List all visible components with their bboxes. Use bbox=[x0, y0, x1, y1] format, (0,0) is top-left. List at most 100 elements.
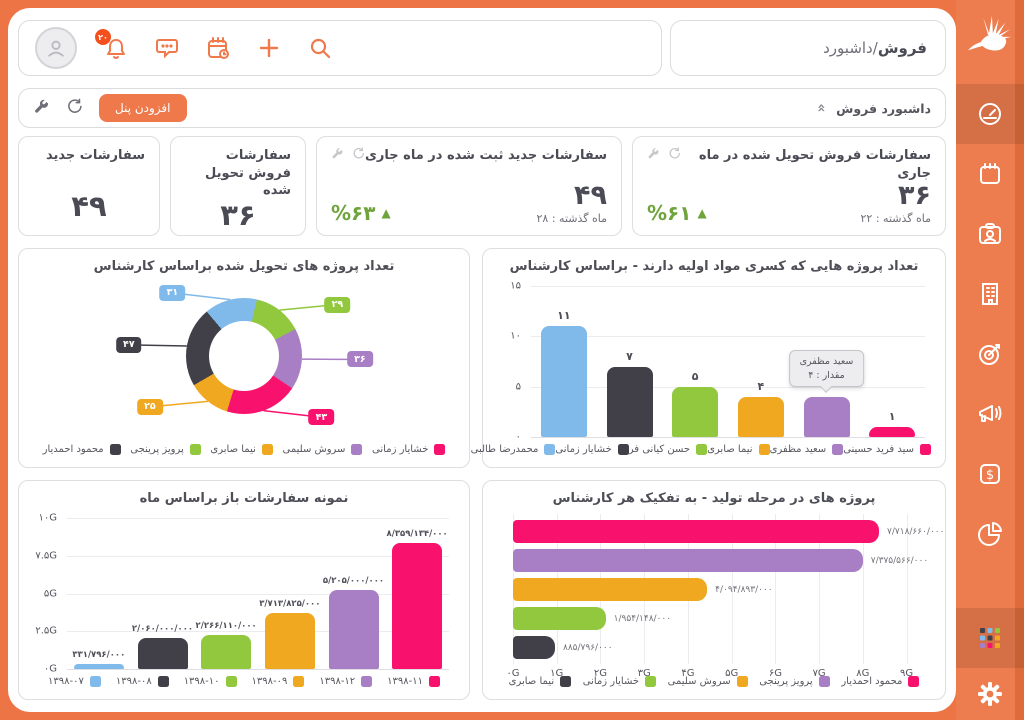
bar-4[interactable] bbox=[513, 607, 606, 630]
y-axis-labels: ۱۰G ۷.۵G ۵G ۲.۵G ۰G bbox=[33, 513, 63, 675]
up-triangle-icon: ▲ bbox=[697, 206, 707, 221]
sidebar-item-dashboard[interactable] bbox=[956, 84, 1024, 144]
bar-6[interactable] bbox=[392, 542, 443, 669]
y-tick-label: ۱۵ bbox=[510, 280, 521, 292]
add-panel-button[interactable]: افزودن پنل bbox=[99, 94, 187, 122]
sidebar-item-targets[interactable] bbox=[956, 324, 1024, 384]
legend-swatch bbox=[645, 675, 657, 687]
apps-grid-icon bbox=[980, 628, 1000, 648]
legend-item[interactable]: نیما صابری bbox=[509, 675, 572, 687]
bar-1[interactable] bbox=[73, 664, 124, 669]
refresh-icon[interactable] bbox=[66, 98, 83, 119]
add-icon[interactable] bbox=[257, 36, 281, 60]
bar-3[interactable] bbox=[672, 386, 719, 437]
sidebar-item-settings[interactable] bbox=[956, 668, 1024, 720]
legend-item[interactable]: خشایار زمانی bbox=[372, 443, 446, 455]
legend-item[interactable]: ۱۳۹۸-۱۲ bbox=[319, 675, 373, 687]
notifications-bell-icon[interactable]: ۲۰ bbox=[95, 29, 128, 60]
search-icon[interactable] bbox=[308, 36, 332, 60]
bar-1[interactable] bbox=[513, 520, 880, 543]
legend-swatch bbox=[157, 675, 169, 687]
bar-3[interactable] bbox=[201, 634, 252, 669]
legend-item[interactable]: حسن کیانی فر bbox=[629, 443, 708, 455]
legend-item[interactable]: ۱۳۹۸-۰۸ bbox=[116, 675, 169, 687]
contacts-card-icon bbox=[979, 223, 1001, 244]
sidebar-item-company[interactable] bbox=[956, 264, 1024, 324]
y-tick-label: ۱۰G bbox=[38, 512, 58, 524]
donut-value-badge[interactable]: ۳۱ bbox=[159, 284, 186, 301]
donut-value-badge[interactable]: ۲۹ bbox=[324, 296, 351, 313]
legend-swatch bbox=[361, 675, 373, 687]
bar-value-label: ۱/۹۵۴/۱۴۸/۰۰۰ bbox=[613, 613, 672, 624]
gridline bbox=[906, 514, 908, 664]
legend-item[interactable]: خشایار زمانی bbox=[555, 443, 629, 455]
legend-item[interactable]: سید فرید حسینی bbox=[843, 443, 931, 455]
legend-item[interactable]: پرویز پرینجی bbox=[759, 675, 830, 687]
bar-2[interactable] bbox=[606, 366, 653, 437]
chart-legend: سید فرید حسینی سعید مظفری نیما صابری حسن کی… bbox=[471, 437, 931, 461]
y-tick-label: ۵ bbox=[515, 381, 521, 393]
bar-4[interactable] bbox=[264, 612, 315, 669]
sidebar-item-calendar[interactable] bbox=[956, 144, 1024, 204]
bar-value-label: ۲/۰۶۰/۰۰۰/۰۰۰ bbox=[131, 623, 194, 634]
bar-5[interactable] bbox=[513, 636, 555, 659]
legend-item[interactable]: ۱۳۹۸-۱۱ bbox=[387, 675, 441, 687]
dashboard-selector[interactable]: داشبورد فروش « bbox=[814, 100, 931, 116]
sidebar-item-reports[interactable] bbox=[956, 504, 1024, 564]
legend-label: ۱۳۹۸-۱۰ bbox=[183, 675, 220, 687]
chat-bubble-icon bbox=[156, 39, 178, 59]
messages-icon[interactable] bbox=[155, 36, 179, 60]
legend-item[interactable]: ۱۳۹۸-۱۰ bbox=[183, 675, 237, 687]
bar-6[interactable] bbox=[869, 426, 916, 437]
x-tick-label: ۵G bbox=[725, 668, 739, 679]
wrench-icon[interactable] bbox=[331, 147, 344, 160]
legend-item[interactable]: نیما صابری bbox=[210, 443, 273, 455]
legend-item[interactable]: خشایار زمانی bbox=[583, 675, 657, 687]
donut-area: ۳۱ ۲۹ ۳۶ ۴۳ ۲۵ ۴۷ bbox=[33, 280, 455, 437]
bar-1[interactable] bbox=[540, 326, 587, 437]
wrench-icon[interactable] bbox=[33, 98, 50, 119]
legend-item[interactable]: محمود احمدیار bbox=[43, 443, 121, 455]
bar-value-label: ۵/۲۰۵/۰۰۰/۰۰۰ bbox=[322, 576, 385, 587]
bar-2[interactable] bbox=[513, 549, 863, 572]
sidebar-item-contacts[interactable] bbox=[956, 204, 1024, 264]
gridline bbox=[862, 514, 864, 664]
legend-item[interactable]: سروش سلیمی bbox=[668, 675, 748, 687]
avatar[interactable] bbox=[35, 27, 77, 69]
donut-value-badge[interactable]: ۴۳ bbox=[308, 409, 335, 426]
donut-value-badge[interactable]: ۲۵ bbox=[137, 398, 163, 415]
wrench-icon[interactable] bbox=[647, 147, 660, 160]
sidebar-item-apps[interactable] bbox=[956, 608, 1024, 668]
legend-item[interactable]: ۱۳۹۸-۰۹ bbox=[252, 675, 305, 687]
legend-label: سعید مظفری bbox=[769, 443, 827, 455]
legend-item[interactable]: ۱۳۹۸-۰۷ bbox=[48, 675, 101, 687]
x-tick-label: ۰G bbox=[506, 668, 520, 679]
donut-value-badge[interactable]: ۳۶ bbox=[347, 351, 373, 368]
legend-item[interactable]: محمدرضا طالبی bbox=[471, 443, 556, 455]
bar-5[interactable] bbox=[328, 590, 379, 669]
bar-value-label: ۲/۲۶۶/۱۱۰/۰۰۰ bbox=[195, 620, 257, 631]
legend-swatch bbox=[818, 675, 830, 687]
bar-5[interactable] bbox=[803, 396, 850, 437]
calendar-icon[interactable] bbox=[206, 36, 230, 60]
bar-3[interactable] bbox=[513, 578, 708, 601]
topbar-icons: ۲۰ bbox=[18, 20, 662, 76]
legend-item[interactable]: سروش سلیمی bbox=[283, 443, 363, 455]
plot-area: ۷/۷۱۸/۶۶۰/۰۰۰ ۷/۳۷۵/۵۶۶/۰۰۰ ۴/۰۹۴/۸۹۳/۰۰۰ ۱… bbox=[513, 514, 944, 664]
legend-item[interactable]: پرویز پرینجی bbox=[130, 443, 201, 455]
bar-4[interactable] bbox=[737, 396, 784, 437]
refresh-icon[interactable] bbox=[352, 147, 365, 160]
chart-title: تعداد پروژه های تحویل شده براساس کارشناس bbox=[93, 259, 395, 274]
donut-value-badge[interactable]: ۴۷ bbox=[116, 336, 142, 353]
legend-item[interactable]: محمود احمدیار bbox=[841, 675, 920, 687]
gridline bbox=[731, 514, 733, 664]
sidebar-item-marketing[interactable] bbox=[956, 384, 1024, 444]
refresh-icon[interactable] bbox=[668, 147, 681, 160]
sidebar-item-finance[interactable]: $ bbox=[956, 444, 1024, 504]
bar-2[interactable] bbox=[137, 637, 188, 669]
kpi-delta: ▲ %۶۱ bbox=[647, 201, 707, 226]
kpi-title: سفارشات فروش تحویل شده در ماه جاری bbox=[698, 148, 931, 181]
legend-item[interactable]: سعید مظفری bbox=[769, 443, 844, 455]
legend-item[interactable]: نیما صابری bbox=[707, 443, 770, 455]
logo-bird-icon bbox=[967, 15, 1012, 51]
